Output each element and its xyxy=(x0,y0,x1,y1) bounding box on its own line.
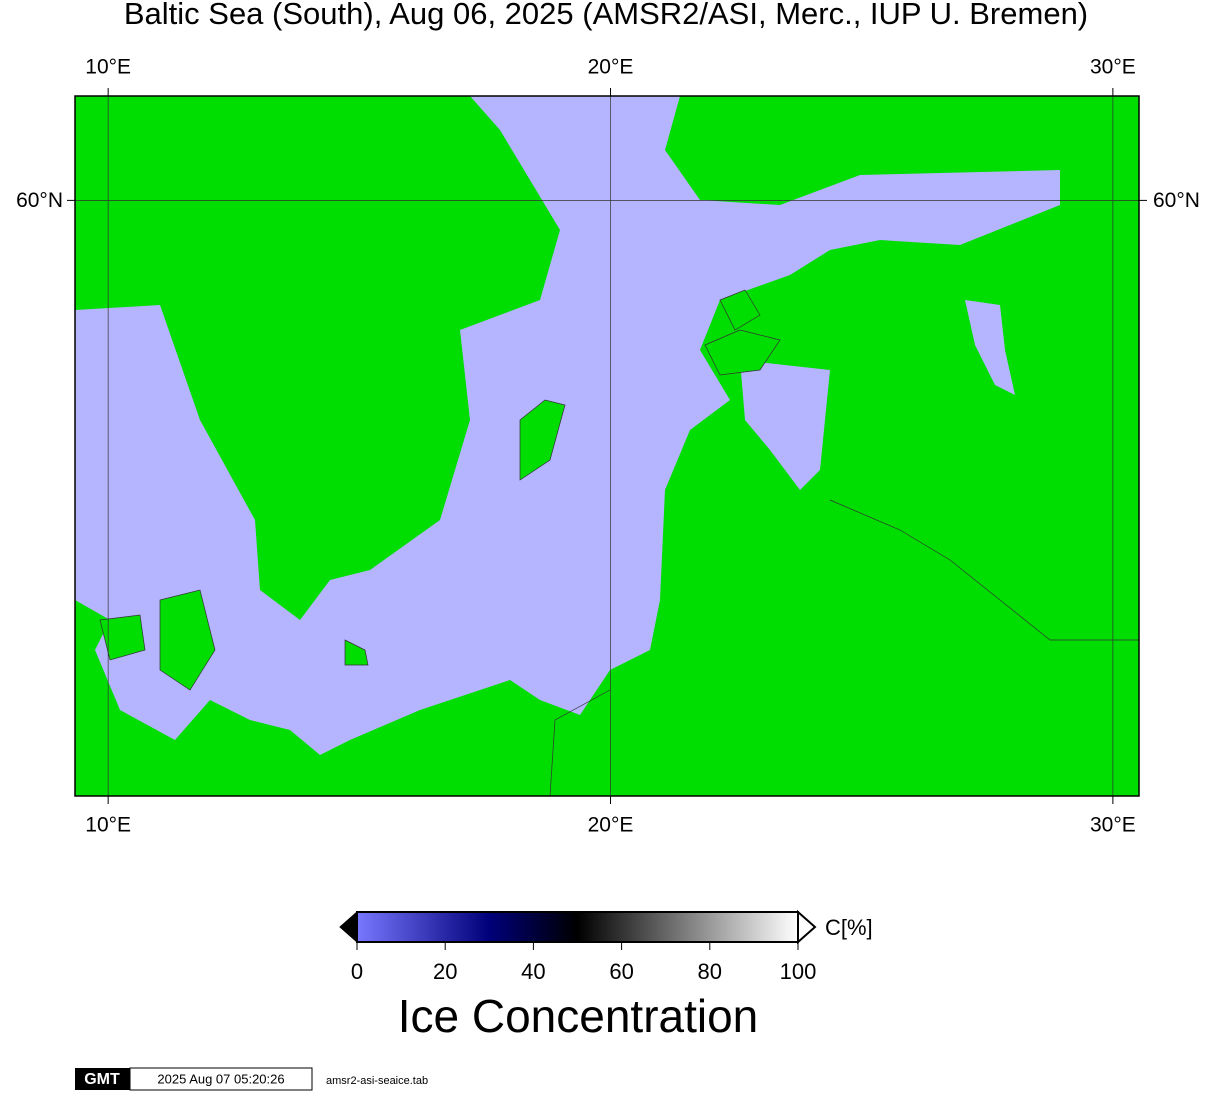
colorbar-tick-label: 20 xyxy=(433,959,457,984)
x-tick-label: 20°E xyxy=(588,56,634,79)
colorbar-tick-label: 0 xyxy=(351,959,363,984)
timestamp-box xyxy=(129,1067,313,1091)
x-tick-label: 10°E xyxy=(85,814,131,837)
sea xyxy=(75,96,1060,755)
file-name: amsr2-asi-seaice.tab xyxy=(326,1075,428,1087)
x-tick-label: 30°E xyxy=(1090,814,1136,837)
logo: GMT xyxy=(84,1071,120,1088)
x-tick-label: 30°E xyxy=(1090,56,1136,79)
y-tick-label: 60°N xyxy=(1153,189,1200,212)
islands xyxy=(99,289,781,691)
colorbar-label: Ice Concentration xyxy=(398,990,759,1042)
x-tick-label: 10°E xyxy=(85,56,131,79)
colorbar-tick-label: 60 xyxy=(609,959,633,984)
timestamp: 2025 Aug 07 05:20:26 xyxy=(157,1071,284,1086)
colorbar-tick-label: 80 xyxy=(698,959,722,984)
y-tick-label: 60°N xyxy=(16,189,63,212)
colorbar-over xyxy=(797,909,817,945)
colorbar-tick-label: 40 xyxy=(521,959,545,984)
colorbar-under xyxy=(339,910,358,944)
x-tick-label: 20°E xyxy=(588,814,634,837)
map xyxy=(75,96,1139,796)
graticule xyxy=(75,96,1139,796)
colorbar-tick-label: 100 xyxy=(780,959,817,984)
colorbar-unit: C[%] xyxy=(825,915,873,940)
map-frame xyxy=(74,95,1140,797)
title: Baltic Sea (South), Aug 06, 2025 (AMSR2/… xyxy=(124,0,1088,31)
logo-box xyxy=(75,1068,130,1090)
colorbar xyxy=(356,911,799,943)
